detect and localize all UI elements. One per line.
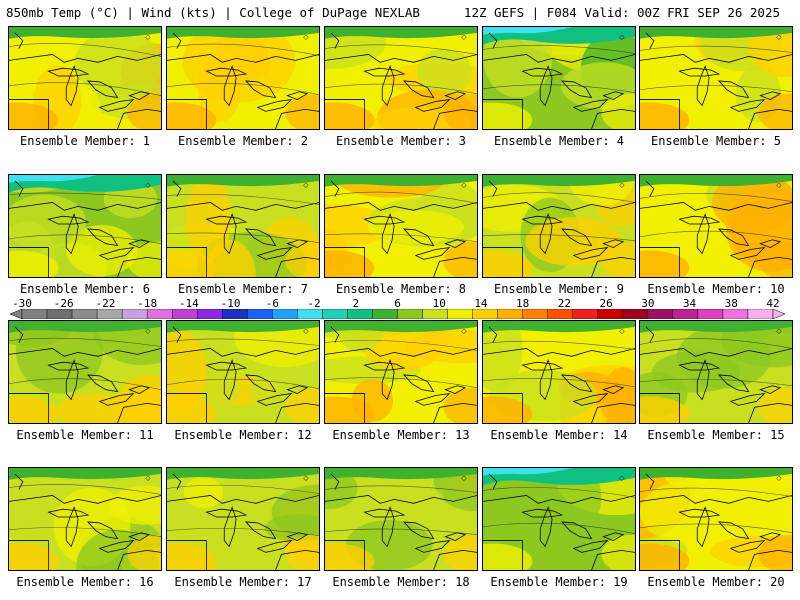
svg-text:◇: ◇ bbox=[461, 327, 467, 335]
ensemble-panel-3: ◇ bbox=[324, 26, 478, 130]
ensemble-panel-11: ◇ bbox=[8, 320, 162, 424]
colorbar-tick-label: -18 bbox=[137, 297, 158, 310]
svg-text:◇: ◇ bbox=[776, 474, 782, 482]
member-label-3: Ensemble Member: 3 bbox=[335, 134, 467, 148]
svg-text:◇: ◇ bbox=[461, 474, 467, 482]
colorbar-tick-label: -2 bbox=[307, 297, 321, 310]
ensemble-panel-4: ◇ bbox=[482, 26, 636, 130]
ensemble-panel-2: ◇ bbox=[166, 26, 320, 130]
ensemble-panel-19: ◇ bbox=[482, 467, 636, 571]
colorbar-tick-label: 38 bbox=[724, 297, 738, 310]
svg-text:◇: ◇ bbox=[145, 474, 151, 482]
member-label-5: Ensemble Member: 5 bbox=[650, 134, 782, 148]
member-label-7: Ensemble Member: 7 bbox=[177, 282, 309, 296]
member-label-13: Ensemble Member: 13 bbox=[332, 428, 470, 442]
svg-text:◇: ◇ bbox=[145, 181, 151, 189]
colorbar-tick-label: 42 bbox=[766, 297, 780, 310]
ensemble-panel-15: ◇ bbox=[639, 320, 793, 424]
ensemble-panel-1: ◇ bbox=[8, 26, 162, 130]
svg-text:◇: ◇ bbox=[303, 327, 309, 335]
ensemble-panel-20: ◇ bbox=[639, 467, 793, 571]
ensemble-panel-7: ◇ bbox=[166, 174, 320, 278]
colorbar-tick-label: -10 bbox=[220, 297, 241, 310]
member-label-14: Ensemble Member: 14 bbox=[490, 428, 628, 442]
ensemble-panel-17: ◇ bbox=[166, 467, 320, 571]
svg-text:◇: ◇ bbox=[776, 181, 782, 189]
ensemble-panel-6: ◇ bbox=[8, 174, 162, 278]
member-label-4: Ensemble Member: 4 bbox=[493, 134, 625, 148]
member-label-8: Ensemble Member: 8 bbox=[335, 282, 467, 296]
colorbar-tick-label: 22 bbox=[557, 297, 571, 310]
member-label-18: Ensemble Member: 18 bbox=[332, 575, 470, 589]
colorbar-tick-label: 34 bbox=[682, 297, 697, 310]
member-label-11: Ensemble Member: 11 bbox=[16, 428, 154, 442]
member-label-1: Ensemble Member: 1 bbox=[19, 134, 151, 148]
ensemble-panel-18: ◇ bbox=[324, 467, 478, 571]
member-label-12: Ensemble Member: 12 bbox=[174, 428, 312, 442]
member-label-19: Ensemble Member: 19 bbox=[490, 575, 628, 589]
svg-text:◇: ◇ bbox=[145, 33, 151, 41]
member-label-2: Ensemble Member: 2 bbox=[177, 134, 309, 148]
colorbar-tick-label: 30 bbox=[641, 297, 655, 310]
ensemble-panel-12: ◇ bbox=[166, 320, 320, 424]
svg-text:◇: ◇ bbox=[619, 33, 625, 41]
ensemble-panel-9: ◇ bbox=[482, 174, 636, 278]
colorbar-tick-label: 2 bbox=[352, 297, 360, 310]
member-label-17: Ensemble Member: 17 bbox=[174, 575, 312, 589]
colorbar-tick-label: 6 bbox=[394, 297, 401, 310]
svg-text:◇: ◇ bbox=[776, 33, 782, 41]
ensemble-panel-5: ◇ bbox=[639, 26, 793, 130]
svg-text:◇: ◇ bbox=[619, 474, 625, 482]
member-label-6: Ensemble Member: 6 bbox=[19, 282, 151, 296]
colorbar-tick-label: 10 bbox=[432, 297, 446, 310]
colorbar-tick-label: -30 bbox=[12, 297, 32, 310]
ensemble-panel-13: ◇ bbox=[324, 320, 478, 424]
svg-text:◇: ◇ bbox=[303, 33, 309, 41]
temperature-colorbar: -30 -26 -22 -18 -14 -10 -6 -2 2 6 10 14 18 22 26 30 34 38… bbox=[10, 297, 785, 325]
svg-text:◇: ◇ bbox=[619, 181, 625, 189]
svg-text:◇: ◇ bbox=[303, 474, 309, 482]
ensemble-panel-16: ◇ bbox=[8, 467, 162, 571]
svg-text:◇: ◇ bbox=[461, 33, 467, 41]
ensemble-panel-8: ◇ bbox=[324, 174, 478, 278]
header-title: 850mb Temp (°C) | Wind (kts) | College o… bbox=[6, 5, 420, 20]
colorbar-tick-label: 26 bbox=[599, 297, 613, 310]
svg-text:◇: ◇ bbox=[461, 181, 467, 189]
colorbar-tick-label: 14 bbox=[474, 297, 488, 310]
member-label-9: Ensemble Member: 9 bbox=[493, 282, 625, 296]
member-label-16: Ensemble Member: 16 bbox=[16, 575, 154, 589]
ensemble-panel-14: ◇ bbox=[482, 320, 636, 424]
colorbar-tick-label: -6 bbox=[265, 297, 279, 310]
colorbar-tick-label: -26 bbox=[53, 297, 74, 310]
member-label-20: Ensemble Member: 20 bbox=[647, 575, 785, 589]
ensemble-panel-10: ◇ bbox=[639, 174, 793, 278]
member-label-15: Ensemble Member: 15 bbox=[647, 428, 785, 442]
header-valid-time: 12Z GEFS | F084 Valid: 00Z FRI SEP 26 20… bbox=[463, 5, 780, 20]
svg-text:◇: ◇ bbox=[776, 327, 782, 335]
svg-text:◇: ◇ bbox=[619, 327, 625, 335]
svg-text:◇: ◇ bbox=[303, 181, 309, 189]
colorbar-tick-label: -14 bbox=[178, 297, 199, 310]
member-label-10: Ensemble Member: 10 bbox=[647, 282, 785, 296]
colorbar-tick-label: 18 bbox=[516, 297, 530, 310]
colorbar-tick-label: -22 bbox=[95, 297, 116, 310]
svg-text:◇: ◇ bbox=[145, 327, 151, 335]
